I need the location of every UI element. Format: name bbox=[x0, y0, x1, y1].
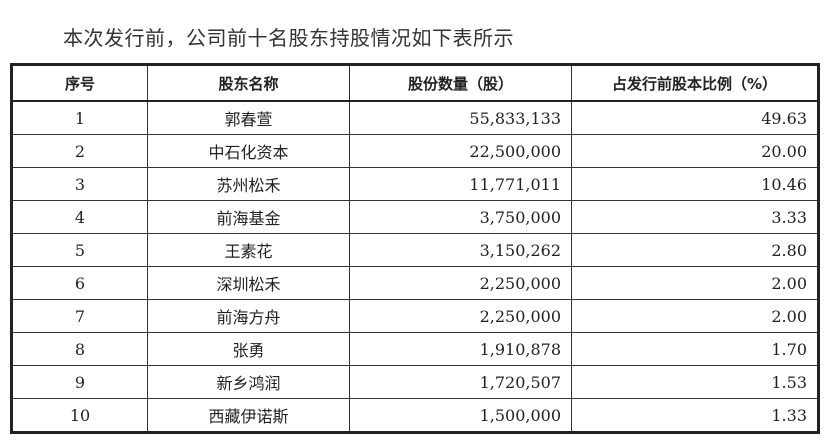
cell-ratio: 2.80 bbox=[571, 233, 819, 267]
cell-index: 5 bbox=[11, 233, 148, 267]
cell-shares: 3,750,000 bbox=[349, 200, 572, 234]
cell-index: 2 bbox=[11, 134, 148, 168]
table-row: 3 苏州松禾 11,771,011 10.46 bbox=[11, 167, 819, 201]
table-row: 8 张勇 1,910,878 1.70 bbox=[11, 332, 819, 366]
cell-ratio: 3.33 bbox=[571, 200, 819, 234]
cell-name: 郭春萱 bbox=[147, 100, 350, 135]
table-row: 10 西藏伊诺斯 1,500,000 1.33 bbox=[11, 398, 819, 433]
cell-shares: 22,500,000 bbox=[349, 134, 572, 168]
shareholders-table: 序号 股东名称 股份数量（股） 占发行前股本比例（%） 1 郭春萱 55,833,1… bbox=[10, 63, 820, 434]
table-row: 2 中石化资本 22,500,000 20.00 bbox=[11, 134, 819, 168]
header-name: 股东名称 bbox=[147, 64, 350, 102]
table-caption: 本次发行前，公司前十名股东持股情况如下表所示 bbox=[63, 26, 514, 50]
cell-ratio: 2.00 bbox=[571, 299, 819, 333]
cell-ratio: 10.46 bbox=[571, 167, 819, 201]
header-index: 序号 bbox=[11, 64, 148, 102]
table-row: 5 王素花 3,150,262 2.80 bbox=[11, 233, 819, 267]
cell-shares: 1,500,000 bbox=[349, 398, 572, 433]
cell-shares: 1,720,507 bbox=[349, 365, 572, 399]
cell-name: 新乡鸿润 bbox=[147, 365, 350, 399]
cell-name: 王素花 bbox=[147, 233, 350, 267]
cell-name: 中石化资本 bbox=[147, 134, 350, 168]
cell-shares: 1,910,878 bbox=[349, 332, 572, 366]
cell-index: 10 bbox=[11, 398, 148, 433]
cell-name: 深圳松禾 bbox=[147, 266, 350, 300]
cell-ratio: 1.70 bbox=[571, 332, 819, 366]
table-row: 4 前海基金 3,750,000 3.33 bbox=[11, 200, 819, 234]
header-shares: 股份数量（股） bbox=[349, 64, 572, 102]
table-row: 7 前海方舟 2,250,000 2.00 bbox=[11, 299, 819, 333]
cell-index: 6 bbox=[11, 266, 148, 300]
cell-shares: 2,250,000 bbox=[349, 299, 572, 333]
cell-name: 前海方舟 bbox=[147, 299, 350, 333]
cell-index: 7 bbox=[11, 299, 148, 333]
cell-name: 西藏伊诺斯 bbox=[147, 398, 350, 433]
cell-index: 8 bbox=[11, 332, 148, 366]
cell-shares: 3,150,262 bbox=[349, 233, 572, 267]
cell-name: 张勇 bbox=[147, 332, 350, 366]
cell-index: 1 bbox=[11, 100, 148, 135]
cell-index: 3 bbox=[11, 167, 148, 201]
cell-ratio: 20.00 bbox=[571, 134, 819, 168]
cell-ratio: 1.33 bbox=[571, 398, 819, 433]
cell-shares: 11,771,011 bbox=[349, 167, 572, 201]
header-ratio: 占发行前股本比例（%） bbox=[571, 64, 819, 102]
cell-index: 9 bbox=[11, 365, 148, 399]
table-row: 6 深圳松禾 2,250,000 2.00 bbox=[11, 266, 819, 300]
cell-name: 苏州松禾 bbox=[147, 167, 350, 201]
cell-shares: 55,833,133 bbox=[349, 100, 572, 135]
cell-index: 4 bbox=[11, 200, 148, 234]
cell-ratio: 2.00 bbox=[571, 266, 819, 300]
cell-ratio: 1.53 bbox=[571, 365, 819, 399]
cell-name: 前海基金 bbox=[147, 200, 350, 234]
cell-ratio: 49.63 bbox=[571, 100, 819, 135]
cell-shares: 2,250,000 bbox=[349, 266, 572, 300]
table-row: 1 郭春萱 55,833,133 49.63 bbox=[11, 100, 819, 135]
table-row: 9 新乡鸿润 1,720,507 1.53 bbox=[11, 365, 819, 399]
header-row: 序号 股东名称 股份数量（股） 占发行前股本比例（%） bbox=[11, 64, 819, 102]
